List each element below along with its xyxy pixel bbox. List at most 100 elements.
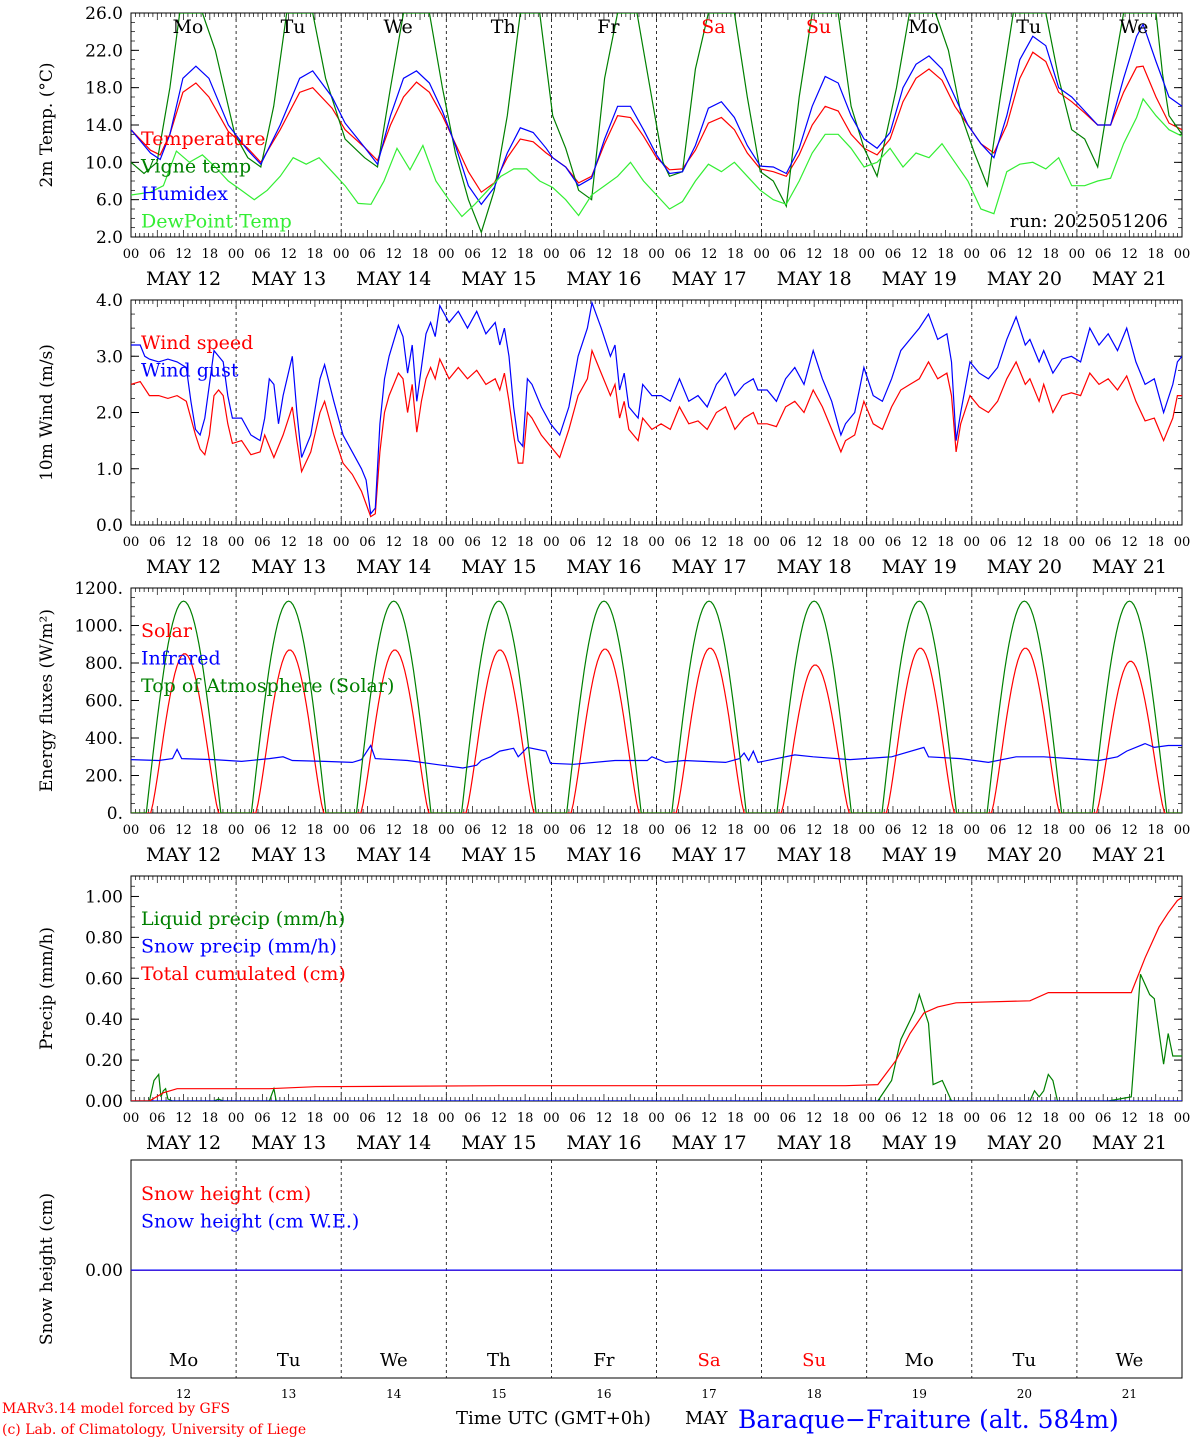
energy-hour-label: 12	[701, 823, 718, 838]
snow-day-name: Fr	[593, 1350, 614, 1371]
day-name-label: Su	[806, 16, 831, 38]
energy-hour-label: 00	[1069, 823, 1086, 838]
energy-series-infrared	[131, 742, 1182, 769]
temperature-panel: 2.0 6.0 10.0 14.0 18.0 22.0 26.0 2m Temp. (°C) T…	[37, 4, 1190, 290]
energy-hour-label: 06	[885, 823, 902, 838]
temperature-date-label: MAY 20	[987, 268, 1062, 290]
wind-date-label: MAY 17	[671, 556, 746, 578]
temperature-ytick-label: 6.0	[96, 191, 123, 211]
wind-hour-label: 06	[990, 535, 1007, 550]
energy-hour-label: 12	[491, 823, 508, 838]
snow-day-name: Mo	[169, 1350, 198, 1371]
snow-day-number: 16	[596, 1387, 611, 1401]
day-name-label: Mo	[908, 16, 939, 38]
temperature-hour-label: 12	[806, 247, 823, 262]
energy-hour-label: 12	[596, 823, 613, 838]
temperature-hour-label: 06	[885, 247, 902, 262]
temperature-series-vigne-temp	[131, 13, 1182, 235]
temperature-hour-label: 06	[464, 247, 481, 262]
energy-hour-label: 06	[464, 823, 481, 838]
energy-hour-label: 00	[753, 823, 770, 838]
wind-hour-label: 00	[333, 535, 350, 550]
snow-day-name: We	[380, 1350, 408, 1371]
temperature-date-label: MAY 15	[461, 268, 536, 290]
temperature-hour-label: 12	[596, 247, 613, 262]
energy-hour-label: 00	[333, 823, 350, 838]
energy-hour-label: 12	[806, 823, 823, 838]
precip-hour-label: 12	[1016, 1111, 1033, 1126]
energy-hour-label: 00	[1174, 823, 1191, 838]
wind-legend-wind-gust: Wind gust	[141, 360, 239, 382]
model-credit-text: MARv3.14 model forced by GFS	[2, 1401, 230, 1417]
snow-day-name: Sa	[698, 1350, 721, 1371]
snow-day-number: 15	[491, 1387, 506, 1401]
snow-day-name: Tu	[1013, 1350, 1037, 1371]
energy-date-label: MAY 14	[356, 844, 431, 866]
wind-hour-label: 00	[1174, 535, 1191, 550]
energy-hour-label: 18	[727, 823, 744, 838]
snow-day-number: 13	[281, 1387, 296, 1401]
energy-hour-label: 00	[648, 823, 665, 838]
precip-hour-label: 12	[385, 1111, 402, 1126]
energy-legend-infrared: Infrared	[141, 648, 221, 670]
precip-hour-label: 18	[1147, 1111, 1164, 1126]
precip-date-label: MAY 15	[461, 1132, 536, 1154]
temperature-date-label: MAY 19	[882, 268, 957, 290]
temperature-hour-label: 18	[517, 247, 534, 262]
wind-hour-label: 00	[1069, 535, 1086, 550]
day-name-label: We	[1119, 16, 1148, 38]
precip-date-label: MAY 21	[1092, 1132, 1167, 1154]
energy-hour-label: 12	[385, 823, 402, 838]
temperature-hour-label: 06	[569, 247, 586, 262]
temperature-ylabel: 2m Temp. (°C)	[37, 62, 57, 187]
precip-hour-label: 12	[701, 1111, 718, 1126]
energy-ytick-label: 0.	[107, 804, 123, 824]
precip-ytick-label: 1.00	[85, 887, 123, 907]
precip-hour-label: 06	[675, 1111, 692, 1126]
energy-hour-label: 00	[858, 823, 875, 838]
temperature-hour-label: 18	[412, 247, 429, 262]
energy-hour-label: 06	[780, 823, 797, 838]
energy-hour-label: 12	[1016, 823, 1033, 838]
wind-date-label: MAY 14	[356, 556, 431, 578]
wind-hour-label: 18	[727, 535, 744, 550]
precip-hour-label: 00	[543, 1111, 560, 1126]
energy-hour-label: 06	[569, 823, 586, 838]
wind-hour-label: 12	[1016, 535, 1033, 550]
precip-date-label: MAY 14	[356, 1132, 431, 1154]
temperature-hour-label: 12	[911, 247, 928, 262]
temperature-hour-label: 12	[175, 247, 192, 262]
energy-hour-label: 12	[280, 823, 297, 838]
precip-hour-label: 00	[1174, 1111, 1191, 1126]
snow-day-name: We	[1116, 1350, 1144, 1371]
energy-series-top-of-atmosphere-solar-	[131, 600, 1182, 813]
precip-hour-label: 00	[648, 1111, 665, 1126]
wind-hour-label: 06	[464, 535, 481, 550]
temperature-hour-label: 18	[1042, 247, 1059, 262]
wind-date-label: MAY 16	[566, 556, 641, 578]
energy-ytick-label: 1200.	[74, 579, 123, 599]
temperature-date-label: MAY 21	[1092, 268, 1167, 290]
wind-ytick-label: 0.0	[96, 516, 123, 536]
energy-date-label: MAY 17	[671, 844, 746, 866]
wind-hour-label: 18	[937, 535, 954, 550]
precip-hour-label: 12	[806, 1111, 823, 1126]
energy-date-label: MAY 12	[146, 844, 221, 866]
precip-hour-label: 00	[753, 1111, 770, 1126]
energy-hour-label: 06	[990, 823, 1007, 838]
temperature-ytick-label: 18.0	[85, 79, 123, 99]
energy-hour-label: 18	[1042, 823, 1059, 838]
energy-date-label: MAY 16	[566, 844, 641, 866]
precip-hour-label: 00	[228, 1111, 245, 1126]
precip-hour-label: 18	[1042, 1111, 1059, 1126]
energy-hour-label: 12	[1121, 823, 1138, 838]
precip-ytick-label: 0.60	[85, 969, 123, 989]
precip-hour-label: 00	[438, 1111, 455, 1126]
wind-hour-label: 06	[359, 535, 376, 550]
wind-hour-label: 00	[543, 535, 560, 550]
wind-frame	[130, 299, 1183, 526]
precip-series-total-cumulated-cm-	[131, 896, 1182, 1101]
precip-hour-label: 06	[990, 1111, 1007, 1126]
temperature-ytick-label: 10.0	[85, 153, 123, 173]
